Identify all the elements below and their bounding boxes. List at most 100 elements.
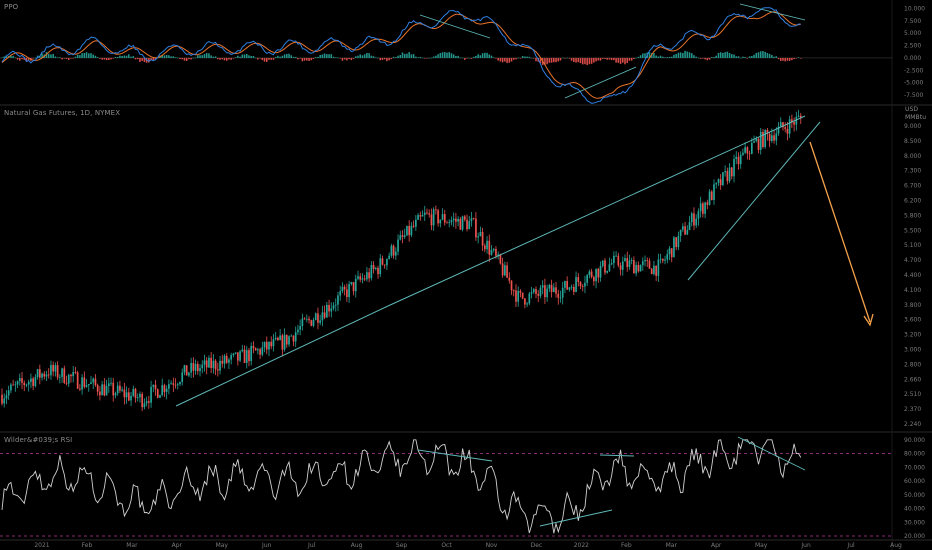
- price-candle: [613, 251, 615, 269]
- ppo-histogram-bar: [288, 53, 290, 58]
- price-candle: [535, 286, 537, 299]
- ppo-line: [1, 7, 801, 104]
- ppo-histogram-bar: [290, 55, 293, 58]
- ppo-histogram-bar: [441, 52, 444, 58]
- ppo-histogram-bar: [733, 54, 735, 58]
- candle-body: [310, 320, 313, 326]
- ppo-histogram-bar: [530, 57, 533, 59]
- price-candle: [650, 268, 653, 275]
- price-candle: [746, 146, 749, 160]
- ppo-histogram-bar: [59, 57, 61, 58]
- candle-body: [421, 214, 424, 217]
- ppo-histogram-bar: [277, 55, 279, 58]
- price-candle: [176, 382, 179, 390]
- price-candle: [52, 361, 55, 377]
- price-candle: [639, 264, 642, 272]
- candle-body: [243, 349, 246, 363]
- ppo-histogram-bar: [110, 57, 112, 60]
- price-candle: [232, 352, 235, 358]
- price-candle: [150, 380, 152, 408]
- candle-body: [81, 377, 83, 390]
- ppo-histogram-bar: [346, 57, 348, 61]
- ppo-histogram-bar: [619, 57, 622, 64]
- ppo-histogram-bar: [728, 53, 731, 58]
- ppo-histogram-bar: [455, 56, 457, 58]
- candle-body: [479, 232, 482, 237]
- ppo-histogram-bar: [16, 57, 19, 60]
- candle-body: [637, 264, 640, 272]
- ppo-histogram-bar: [326, 54, 328, 58]
- price-candle: [119, 380, 121, 394]
- candle-body: [428, 213, 431, 215]
- candle-body: [664, 259, 666, 261]
- ppo-histogram-bar: [323, 53, 326, 58]
- candle-body: [239, 351, 241, 361]
- candle-body: [130, 395, 132, 401]
- ppo-histogram-bar: [432, 56, 435, 58]
- candle-body: [263, 341, 266, 348]
- candle-body: [319, 320, 322, 323]
- ppo-histogram-bar: [270, 57, 273, 60]
- time-axis-label: Nov: [486, 542, 498, 549]
- candle-body: [595, 268, 597, 282]
- candle-body: [232, 353, 235, 356]
- ppo-histogram-bar: [81, 53, 83, 58]
- candle-body: [83, 377, 86, 387]
- price-candle: [281, 333, 284, 357]
- candle-body: [504, 265, 506, 276]
- price-candle: [30, 373, 32, 389]
- candle-body: [702, 203, 704, 214]
- candle-body: [439, 219, 442, 224]
- ppo-histogram-bar: [568, 57, 571, 59]
- price-candle: [673, 235, 675, 258]
- price-candle: [366, 266, 368, 282]
- price-candle: [512, 289, 515, 297]
- price-candle: [132, 385, 135, 398]
- ppo-histogram-bar: [655, 55, 657, 58]
- candle-body: [737, 156, 740, 165]
- ppo-histogram-bar: [415, 56, 417, 58]
- price-candle: [43, 371, 46, 380]
- ppo-histogram-bar: [601, 57, 604, 59]
- candle-body: [32, 378, 34, 387]
- ppo-histogram-bar: [317, 56, 319, 58]
- price-candle: [552, 283, 555, 293]
- price-candle: [234, 352, 237, 355]
- ppo-histogram-bar: [348, 57, 350, 60]
- candle-body: [79, 388, 81, 390]
- candle-body: [392, 245, 395, 256]
- ppo-histogram-bar: [399, 55, 402, 58]
- price-candle: [450, 216, 453, 226]
- ppo-histogram-bar: [321, 54, 324, 58]
- candle-body: [586, 275, 589, 283]
- ppo-histogram-bar: [657, 56, 660, 58]
- candle-body: [661, 258, 664, 261]
- price-candle: [597, 268, 600, 283]
- price-candle: [788, 115, 791, 139]
- ppo-histogram-bar: [793, 57, 795, 60]
- ppo-histogram-bar: [724, 52, 726, 58]
- price-candle: [332, 302, 335, 311]
- ppo-histogram-bar: [214, 56, 217, 58]
- price-candle: [659, 253, 662, 264]
- candle-body: [568, 287, 571, 290]
- rsi-pane-title: Wilder&#039;s RSI: [4, 436, 73, 444]
- price-candle: [361, 273, 364, 284]
- price-candle: [214, 359, 217, 376]
- candle-body: [297, 329, 299, 333]
- candle-body: [690, 213, 693, 223]
- price-candle: [559, 290, 562, 303]
- price-candle: [241, 344, 244, 353]
- price-candle: [148, 395, 150, 409]
- candle-body: [386, 258, 388, 266]
- price-candle: [263, 341, 266, 353]
- ppo-histogram-bar: [771, 55, 773, 58]
- candle-body: [499, 254, 502, 264]
- price-candle: [183, 364, 186, 376]
- price-candle: [510, 280, 513, 295]
- candle-body: [601, 260, 604, 266]
- price-candle: [432, 207, 435, 231]
- price-tick-label: 5.800: [904, 212, 921, 219]
- candle-body: [334, 304, 337, 306]
- price-candle: [537, 290, 540, 303]
